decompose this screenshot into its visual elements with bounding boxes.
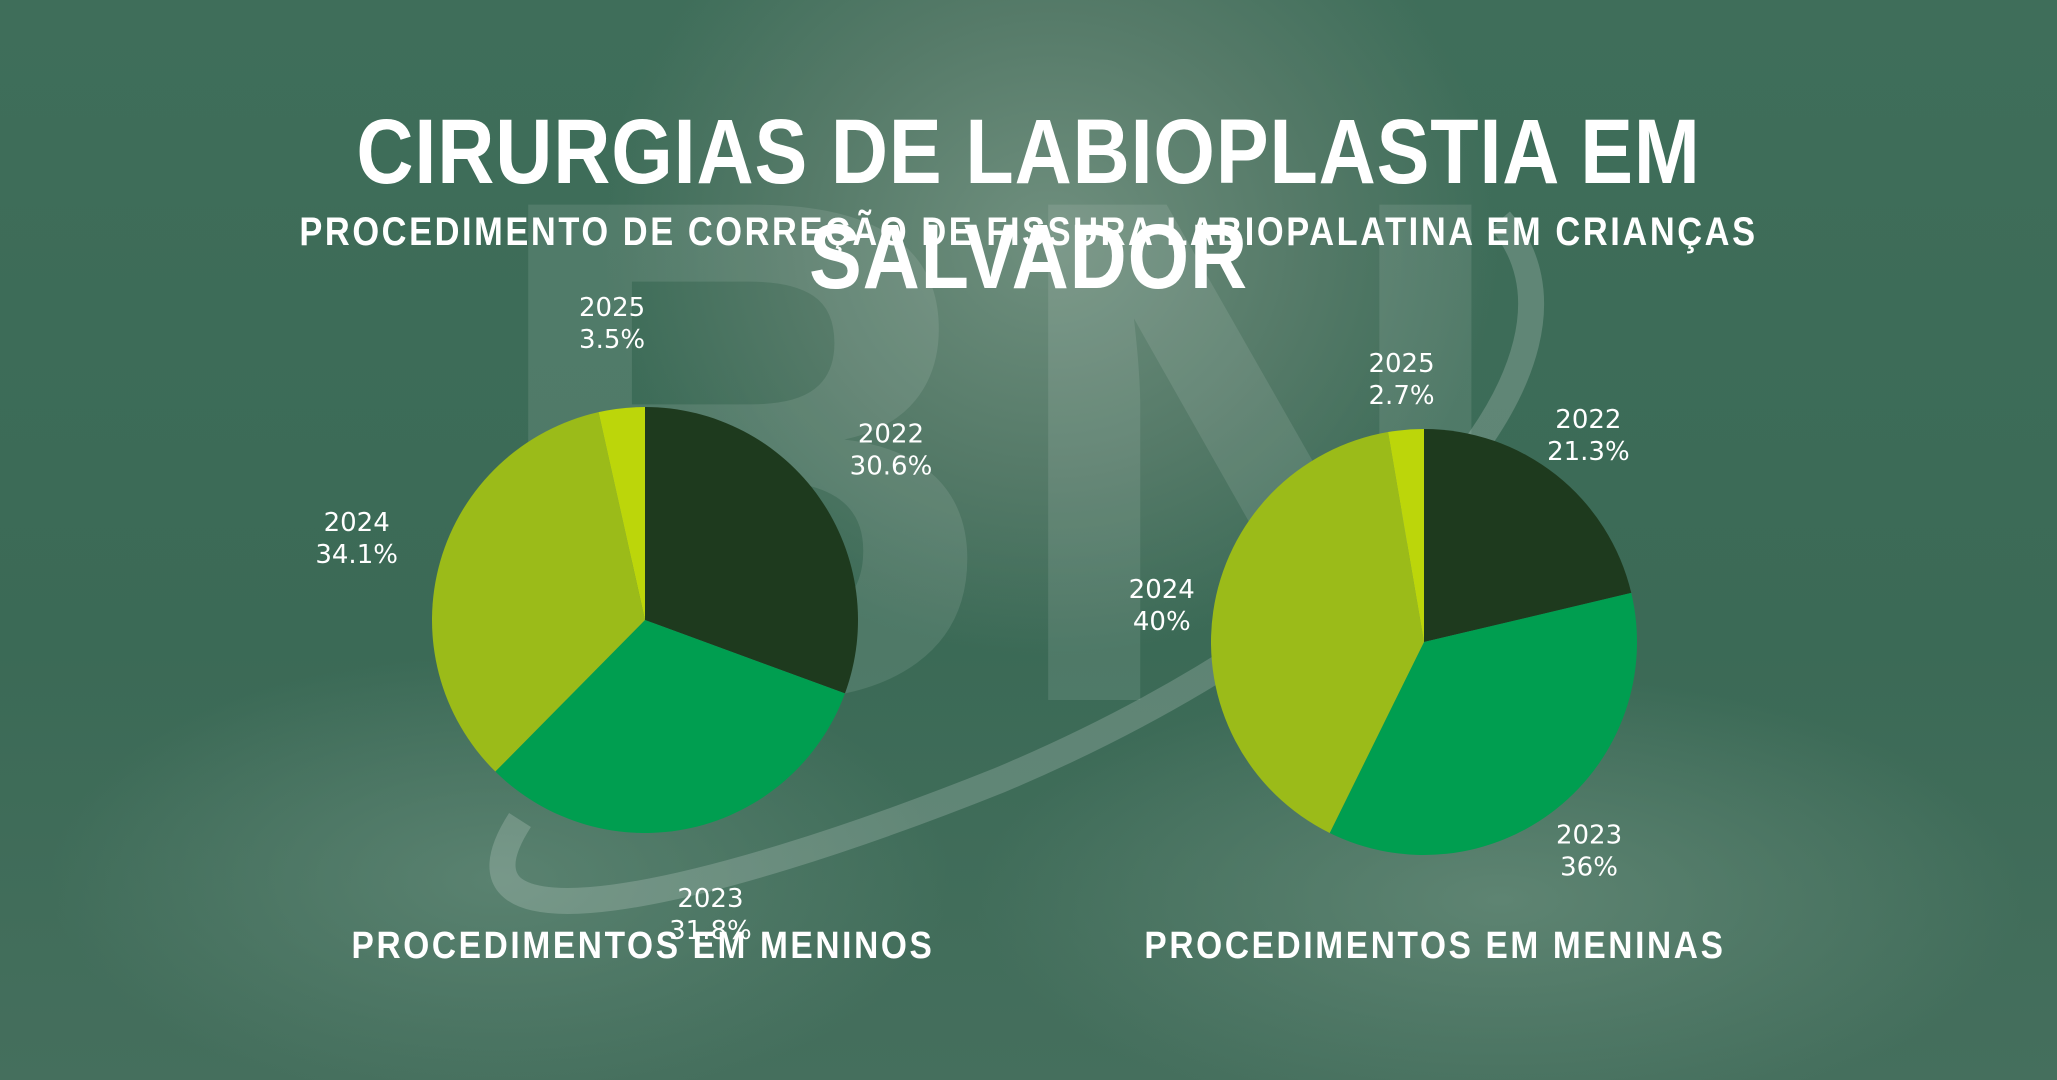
page-subtitle: PROCEDIMENTO DE CORREÇÃO DE FISSURA LABI… xyxy=(299,210,1758,254)
chart-title-meninos: PROCEDIMENTOS EM MENINOS xyxy=(351,925,935,967)
data-label-meninos-2025: 2025 3.5% xyxy=(579,293,645,355)
data-label-meninos-2023: 2023 31.8% xyxy=(669,884,752,946)
pie-slice-meninas-2024 xyxy=(1210,432,1424,833)
chart-title-meninas: PROCEDIMENTOS EM MENINAS xyxy=(1144,925,1726,967)
pie-slice-meninas-2025 xyxy=(1388,429,1424,642)
pie-slice-meninas-2023 xyxy=(1329,592,1638,856)
watermark-swoosh xyxy=(489,211,1544,914)
pie-slice-meninos-2025 xyxy=(598,407,645,620)
data-label-meninos-2022: 2022 30.6% xyxy=(850,419,933,481)
page-title: CIRURGIAS DE LABIOPLASTIA EM SALVADOR xyxy=(356,101,1701,308)
data-label-meninos-2024: 2024 34.1% xyxy=(315,508,398,570)
data-label-meninas-2025: 2025 2.7% xyxy=(1368,349,1434,411)
pie-slice-meninos-2024 xyxy=(431,412,645,772)
data-label-meninas-2022: 2022 21.3% xyxy=(1547,405,1630,467)
pie-slice-meninos-2023 xyxy=(495,620,845,834)
data-label-meninas-2023: 2023 36% xyxy=(1556,820,1622,882)
pie-slice-meninas-2022 xyxy=(1424,429,1632,642)
pie-slice-meninos-2022 xyxy=(645,407,858,694)
data-label-meninas-2024: 2024 40% xyxy=(1129,575,1195,637)
